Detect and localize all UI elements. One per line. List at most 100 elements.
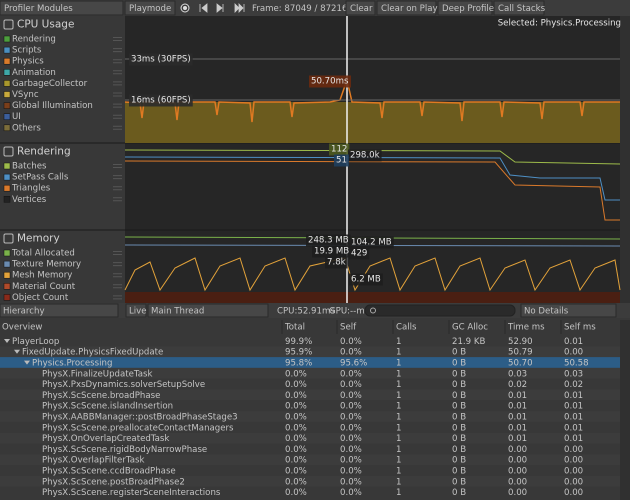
- toolbar-field[interactable]: [125, 303, 147, 318]
- legend-item[interactable]: Total Allocated: [11, 249, 75, 259]
- toolbar-field[interactable]: [147, 303, 269, 318]
- legend-swatch[interactable]: [3, 162, 11, 170]
- table-row[interactable]: [0, 454, 620, 466]
- table-row[interactable]: [0, 443, 620, 455]
- record-button[interactable]: [180, 3, 190, 13]
- legend-item[interactable]: Scripts: [12, 46, 42, 56]
- search-field[interactable]: [364, 304, 516, 317]
- expand-arrow[interactable]: [4, 339, 10, 343]
- toolbar-button[interactable]: Clear on Play: [381, 4, 438, 14]
- table-row[interactable]: [0, 400, 620, 412]
- legend-swatch[interactable]: [3, 184, 11, 192]
- toolbar-field[interactable]: [0, 303, 119, 318]
- legend-item[interactable]: Batches: [12, 162, 47, 172]
- nav-button[interactable]: [234, 3, 245, 13]
- legend-item[interactable]: SetPass Calls: [12, 173, 69, 183]
- cell: 0.0%: [340, 434, 362, 444]
- table-row[interactable]: [0, 378, 620, 390]
- legend-swatch[interactable]: [3, 294, 11, 301]
- legend-item[interactable]: Mesh Memory: [12, 271, 72, 281]
- legend-grip: [113, 197, 122, 202]
- legend-item[interactable]: Global Illumination: [12, 101, 93, 111]
- module-title[interactable]: CPU Usage: [17, 19, 74, 31]
- table-row[interactable]: [0, 346, 620, 358]
- legend-item[interactable]: Physics: [12, 57, 44, 67]
- legend-item[interactable]: Animation: [12, 68, 56, 78]
- toolbar-button-bg[interactable]: [345, 0, 376, 16]
- column-header[interactable]: Self: [340, 323, 357, 333]
- column-header[interactable]: GC Alloc: [452, 323, 488, 333]
- table-row[interactable]: [0, 411, 620, 422]
- legend-swatch[interactable]: [3, 102, 11, 109]
- legend-swatch[interactable]: [3, 113, 11, 120]
- table-row[interactable]: [0, 486, 620, 498]
- legend-swatch[interactable]: [3, 249, 11, 257]
- table-scrollbar[interactable]: [620, 320, 630, 500]
- legend-swatch[interactable]: [3, 35, 11, 43]
- column-header[interactable]: Self ms: [564, 323, 596, 333]
- hierarchy-toolbar-item[interactable]: Hierarchy: [3, 307, 45, 317]
- legend-swatch[interactable]: [3, 196, 11, 203]
- table-row[interactable]: [0, 367, 620, 379]
- legend-item[interactable]: Triangles: [11, 184, 51, 194]
- toolbar-field[interactable]: [520, 303, 617, 318]
- table-row[interactable]: [0, 389, 620, 401]
- column-header[interactable]: Calls: [396, 323, 417, 333]
- legend-swatch[interactable]: [3, 46, 11, 54]
- column-header[interactable]: Total: [284, 323, 305, 333]
- nav-button[interactable]: [199, 3, 208, 13]
- toolbar-button[interactable]: Call Stacks: [498, 4, 546, 14]
- hierarchy-toolbar-item[interactable]: Main Thread: [151, 307, 204, 317]
- toolbar-button[interactable]: Clear: [350, 4, 373, 14]
- graph-label-bg: [312, 245, 352, 258]
- table-row[interactable]: [0, 357, 620, 368]
- legend-swatch[interactable]: [3, 271, 11, 279]
- modules-dropdown[interactable]: Profiler Modules: [4, 4, 73, 14]
- module-title[interactable]: Rendering: [17, 146, 71, 158]
- table-row[interactable]: [0, 465, 620, 476]
- toolbar-button-bg[interactable]: [493, 0, 545, 16]
- legend-swatch[interactable]: [3, 69, 11, 76]
- table-row[interactable]: [0, 475, 620, 487]
- expand-arrow[interactable]: [14, 349, 20, 354]
- hierarchy-toolbar-item[interactable]: Live: [129, 307, 147, 317]
- column-header[interactable]: Time ms: [507, 323, 545, 333]
- legend-swatch[interactable]: [3, 80, 11, 87]
- module-icon: [3, 233, 14, 244]
- cell: 0.00: [508, 488, 527, 498]
- table-row[interactable]: [0, 432, 620, 444]
- record-dot[interactable]: [183, 6, 187, 10]
- legend-item[interactable]: VSync: [12, 90, 39, 100]
- legend-swatch[interactable]: [3, 57, 11, 65]
- legend-item[interactable]: Vertices: [12, 195, 47, 205]
- cell: 0.03: [564, 369, 583, 379]
- legend-item[interactable]: GarbageCollector: [12, 79, 88, 89]
- legend-item[interactable]: UI: [12, 112, 21, 122]
- expand-arrow[interactable]: [24, 360, 30, 365]
- modules-dropdown-bg[interactable]: [0, 0, 124, 16]
- legend-swatch[interactable]: [3, 283, 11, 290]
- legend-item[interactable]: Material Count: [12, 282, 76, 292]
- legend-item[interactable]: Object Count: [12, 293, 69, 303]
- module-title[interactable]: Memory: [17, 233, 60, 245]
- toolbar-button-bg[interactable]: [376, 0, 437, 16]
- legend-item[interactable]: Others: [12, 123, 41, 133]
- nav-button[interactable]: [216, 3, 224, 13]
- legend-swatch[interactable]: [3, 173, 11, 181]
- toolbar-button-bg[interactable]: [437, 0, 493, 16]
- legend-swatch[interactable]: [3, 124, 11, 132]
- legend-swatch[interactable]: [3, 91, 11, 98]
- table-row[interactable]: [0, 421, 620, 433]
- legend-item[interactable]: Texture Memory: [11, 260, 81, 270]
- cell: 0 B: [452, 477, 466, 487]
- target-dropdown[interactable]: Playmode: [129, 4, 171, 14]
- legend-swatch[interactable]: [3, 260, 11, 268]
- hierarchy-toolbar-item[interactable]: No Details: [524, 307, 569, 317]
- toolbar-button[interactable]: Deep Profile: [442, 4, 494, 14]
- legend-grip: [113, 186, 122, 191]
- target-dropdown-bg[interactable]: [124, 0, 176, 16]
- table-row[interactable]: [0, 335, 620, 347]
- legend-item[interactable]: Rendering: [12, 35, 56, 45]
- column-header[interactable]: Overview: [2, 323, 42, 333]
- cell: 0.00: [508, 467, 527, 477]
